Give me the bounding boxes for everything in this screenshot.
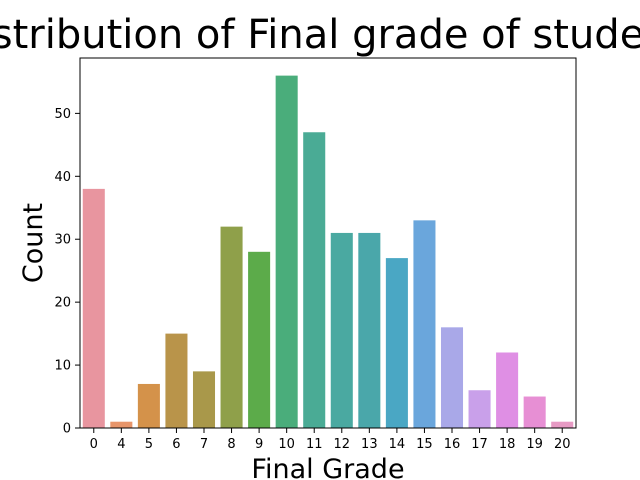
x-tick-label: 5 bbox=[145, 437, 153, 452]
x-tick-label: 13 bbox=[361, 437, 378, 452]
x-tick-label: 7 bbox=[200, 437, 208, 452]
bar-12 bbox=[330, 232, 353, 428]
y-tick-label: 10 bbox=[54, 359, 71, 374]
bar-18 bbox=[496, 352, 519, 428]
x-tick-label: 19 bbox=[526, 437, 543, 452]
x-tick-label: 16 bbox=[444, 437, 461, 452]
bar-9 bbox=[248, 251, 271, 428]
x-tick-label: 20 bbox=[554, 437, 571, 452]
y-tick-label: 50 bbox=[54, 107, 71, 122]
x-tick-label: 12 bbox=[334, 437, 351, 452]
x-axis-label: Final Grade bbox=[251, 454, 404, 480]
bar-17 bbox=[468, 390, 491, 428]
x-tick-label: 14 bbox=[389, 437, 406, 452]
x-tick-label: 0 bbox=[90, 437, 98, 452]
y-tick-label: 40 bbox=[54, 170, 71, 185]
x-tick-label: 4 bbox=[117, 437, 125, 452]
bar-15 bbox=[413, 220, 436, 428]
bar-5 bbox=[137, 383, 160, 428]
axes-frame bbox=[79, 57, 577, 429]
x-tick-label: 17 bbox=[471, 437, 488, 452]
bar-14 bbox=[385, 258, 408, 428]
bar-20 bbox=[551, 421, 574, 428]
x-tick-label: 9 bbox=[255, 437, 263, 452]
x-tick-label: 15 bbox=[416, 437, 433, 452]
bar-19 bbox=[523, 396, 546, 428]
bar-4 bbox=[110, 421, 133, 428]
bar-7 bbox=[192, 371, 216, 428]
x-tick-label: 18 bbox=[499, 437, 516, 452]
y-axis-label: Count bbox=[18, 203, 49, 283]
x-tick-label: 10 bbox=[278, 437, 295, 452]
bar-10 bbox=[275, 75, 298, 428]
x-tick-label: 11 bbox=[306, 437, 323, 452]
chart-title: Distribution of Final grade of students bbox=[0, 12, 640, 58]
bar-13 bbox=[358, 232, 381, 428]
bar-8 bbox=[220, 226, 243, 428]
bar-11 bbox=[303, 132, 326, 428]
x-tick-label: 6 bbox=[172, 437, 180, 452]
plot-area: 0 10 20 30 40 50 0 4 5 6 7 8 9 10 11 12 13 14 15 16 17 18 19 20 bbox=[54, 57, 577, 452]
y-tick-label: 20 bbox=[54, 296, 71, 311]
bar-6 bbox=[165, 333, 188, 428]
y-tick-label: 30 bbox=[54, 233, 71, 248]
bar-0 bbox=[82, 188, 105, 428]
x-tick-label: 8 bbox=[227, 437, 235, 452]
y-tick-label: 0 bbox=[63, 422, 71, 437]
bar-16 bbox=[440, 327, 464, 428]
